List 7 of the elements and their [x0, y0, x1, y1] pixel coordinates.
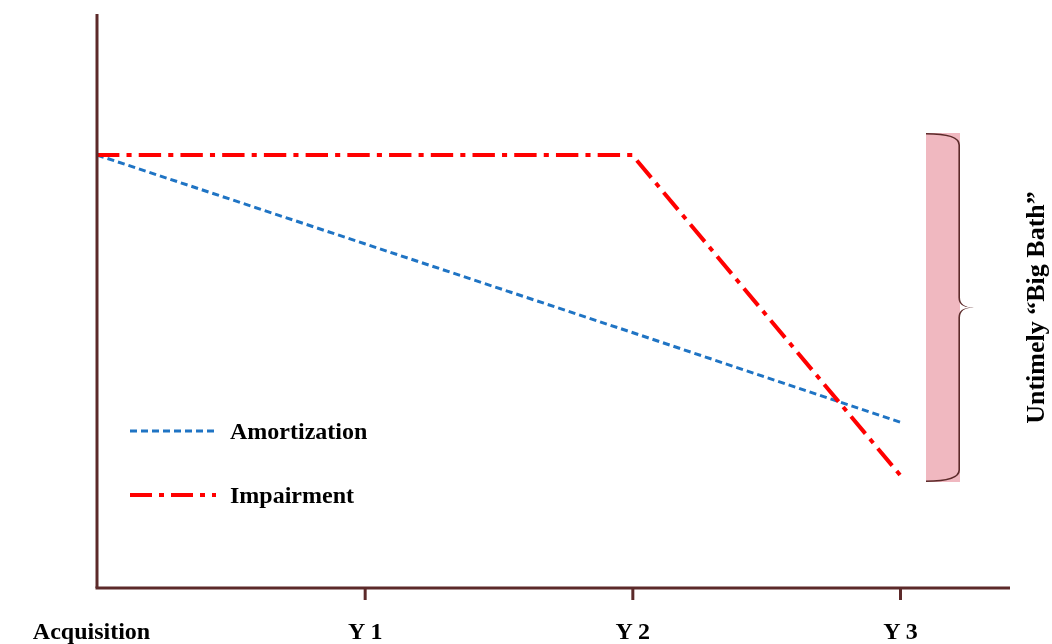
x-tick-label: Y 3	[883, 618, 918, 644]
x-tick-label: Y 2	[615, 618, 651, 644]
x-tick-label: Y 1	[347, 618, 383, 644]
x-tick-label: Acquisition	[32, 618, 151, 644]
legend-label: Impairment	[230, 482, 354, 508]
legend-label: Amortization	[230, 418, 368, 444]
text: Untimely “Big Bath”	[1021, 191, 1050, 424]
